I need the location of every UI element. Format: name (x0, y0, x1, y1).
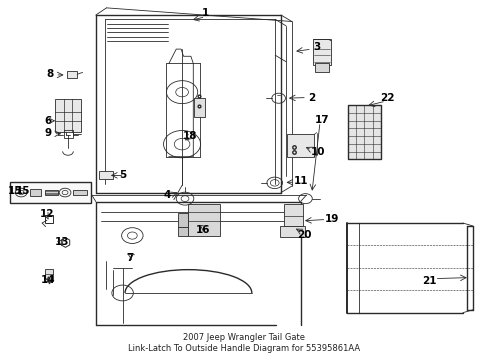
Text: 1: 1 (202, 8, 209, 18)
Text: 6: 6 (45, 116, 52, 126)
Bar (188, 204, 220, 235)
Bar (66, 71, 77, 78)
Bar (177, 213, 188, 226)
Text: 2: 2 (307, 93, 315, 103)
Text: 8: 8 (47, 69, 54, 79)
Bar (64, 130, 73, 138)
Text: 14: 14 (41, 275, 56, 285)
Bar (312, 40, 330, 65)
Text: 3: 3 (312, 42, 320, 51)
Text: 15: 15 (8, 186, 22, 197)
Bar (55, 99, 81, 132)
Text: 17: 17 (315, 115, 329, 125)
Bar (284, 204, 303, 226)
Text: 5: 5 (119, 170, 126, 180)
Bar (279, 226, 305, 237)
Bar (177, 226, 188, 235)
Bar (287, 134, 314, 157)
Text: 4: 4 (163, 190, 171, 200)
Text: 12: 12 (40, 209, 54, 219)
Text: 16: 16 (195, 225, 210, 235)
Bar (99, 171, 113, 179)
Text: 20: 20 (296, 230, 310, 239)
Text: 9: 9 (45, 129, 52, 138)
Bar (73, 190, 86, 195)
Bar (44, 269, 53, 281)
Text: 19: 19 (325, 215, 339, 224)
Text: 2007 Jeep Wrangler Tail Gate
Link-Latch To Outside Handle Diagram for 55395861AA: 2007 Jeep Wrangler Tail Gate Link-Latch … (128, 333, 360, 353)
Text: 13: 13 (54, 237, 69, 247)
Text: 22: 22 (379, 93, 393, 103)
Text: 11: 11 (293, 176, 307, 186)
Bar (30, 189, 41, 196)
Bar (44, 190, 58, 195)
Text: 15: 15 (15, 186, 30, 197)
Text: 21: 21 (422, 276, 436, 286)
Bar (314, 63, 329, 72)
Text: 7: 7 (126, 253, 133, 263)
Bar (10, 182, 91, 203)
Bar (193, 98, 204, 117)
Text: 18: 18 (182, 131, 197, 141)
Text: 10: 10 (310, 147, 324, 157)
Bar (347, 105, 380, 159)
